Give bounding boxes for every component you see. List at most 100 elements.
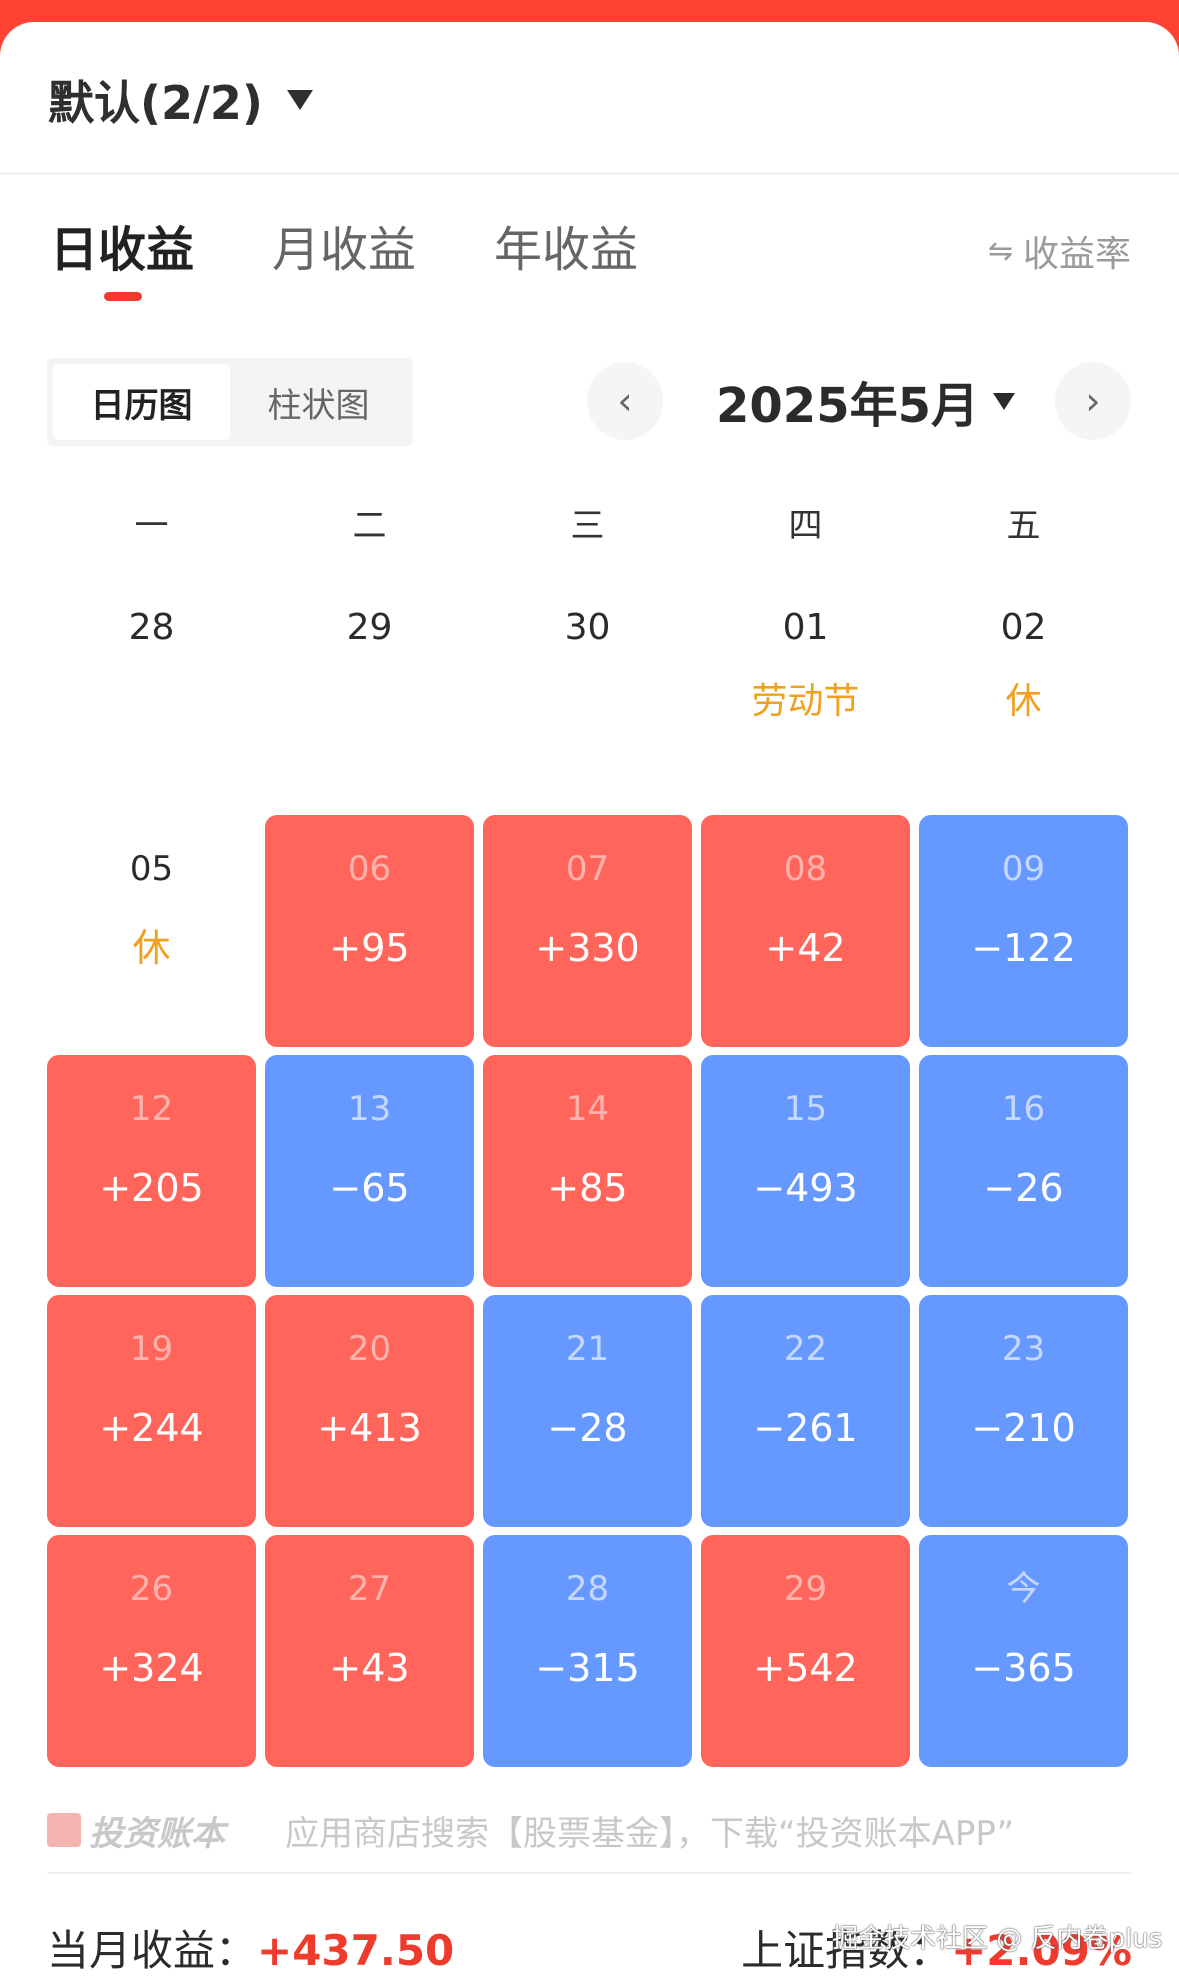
calendar-day[interactable]: 05 休 — [47, 815, 256, 1047]
day-number: 26 — [129, 1569, 174, 1609]
day-pnl: −315 — [535, 1646, 640, 1690]
day-number: 08 — [783, 849, 828, 889]
day-pnl: +85 — [547, 1166, 628, 1210]
holiday-label: 休 — [1005, 681, 1042, 722]
tab-label: 日收益 — [50, 222, 195, 278]
day-pnl: +413 — [317, 1406, 422, 1450]
month-total-value: +437.50 — [257, 1925, 455, 1975]
divider — [47, 1872, 1132, 1874]
divider — [0, 172, 1179, 175]
rate-toggle-label: 收益率 — [1022, 234, 1131, 275]
summary-bar: 当月收益：+437.50 上证指数：+2.09% — [47, 1915, 1132, 1979]
day-number: 15 — [783, 1089, 828, 1129]
day-number: 21 — [565, 1329, 610, 1369]
index-change: 上证指数：+2.09% — [741, 1917, 1132, 1978]
period-tabs: 日收益 月收益 年收益 — [50, 220, 716, 301]
calendar-day-gain[interactable]: 06 +95 — [265, 815, 474, 1047]
weekday-label: 三 — [570, 506, 605, 546]
day-number: 28 — [565, 1569, 610, 1609]
app-logo-icon — [47, 1813, 81, 1847]
day-number: 23 — [1001, 1329, 1046, 1369]
day-pnl: +244 — [99, 1406, 204, 1450]
month-picker[interactable]: 2025年5月 — [716, 370, 1015, 434]
month-title: 2025年5月 — [716, 378, 979, 434]
weekday-label: 一 — [134, 506, 169, 546]
day-number: 20 — [347, 1329, 392, 1369]
calendar-day-gain[interactable]: 12 +205 — [47, 1055, 256, 1287]
day-number: 06 — [347, 849, 392, 889]
day-pnl: +43 — [329, 1646, 410, 1690]
calendar-day[interactable]: 01 劳动节 — [701, 600, 910, 740]
day-number: 14 — [565, 1089, 610, 1129]
calendar-day[interactable]: 29 — [265, 600, 474, 740]
account-name: 默认(2/2) — [48, 76, 263, 130]
calendar-day-loss[interactable]: 22 −261 — [701, 1295, 910, 1527]
calendar-day-today[interactable]: 今 −365 — [919, 1535, 1128, 1767]
month-total-label: 当月收益： — [47, 1925, 258, 1975]
calendar-day-gain[interactable]: 08 +42 — [701, 815, 910, 1047]
calendar-day-gain[interactable]: 20 +413 — [265, 1295, 474, 1527]
day-number: 09 — [1001, 849, 1046, 889]
chevron-right-icon: › — [1085, 379, 1101, 423]
calendar-day[interactable]: 02 休 — [919, 600, 1128, 740]
day-number: 30 — [564, 607, 611, 648]
day-pnl: −365 — [971, 1646, 1076, 1690]
active-tab-indicator — [104, 292, 142, 301]
calendar-day-gain[interactable]: 29 +542 — [701, 1535, 910, 1767]
day-number: 29 — [346, 607, 393, 648]
calendar-day-gain[interactable]: 07 +330 — [483, 815, 692, 1047]
brand-name: 投资账本 — [89, 1813, 225, 1854]
day-pnl: +42 — [765, 926, 846, 970]
day-number: 02 — [1000, 607, 1047, 648]
prev-month-button[interactable]: ‹ — [587, 362, 663, 440]
tab-label: 年收益 — [494, 222, 639, 278]
month-total: 当月收益：+437.50 — [47, 1917, 454, 1978]
tab-monthly[interactable]: 月收益 — [272, 220, 416, 280]
promo-banner[interactable]: 投资账本 应用商店搜索【股票基金】，下载“投资账本APP” — [47, 1800, 1132, 1860]
calendar-day-loss[interactable]: 15 −493 — [701, 1055, 910, 1287]
caret-down-icon — [286, 90, 313, 110]
day-number: 16 — [1001, 1089, 1046, 1129]
view-bar-chart-button[interactable]: 柱状图 — [267, 385, 370, 426]
day-pnl: +324 — [99, 1646, 204, 1690]
calendar-day-loss[interactable]: 23 −210 — [919, 1295, 1128, 1527]
promo-text: 应用商店搜索【股票基金】，下载“投资账本APP” — [285, 1813, 1015, 1854]
weekday-header: 一 二 三 四 五 — [47, 498, 1132, 554]
calendar-day-gain[interactable]: 14 +85 — [483, 1055, 692, 1287]
calendar-week: 12 +205 13 −65 14 +85 15 −493 16 −26 — [47, 1055, 1132, 1287]
next-month-button[interactable]: › — [1055, 362, 1131, 440]
calendar-day-gain[interactable]: 27 +43 — [265, 1535, 474, 1767]
calendar-grid: 05 休 06 +95 07 +330 08 +42 09 −122 12 +205 13 −… — [47, 815, 1132, 1775]
holiday-label: 休 — [132, 926, 171, 970]
day-pnl: −210 — [971, 1406, 1076, 1450]
day-pnl: −26 — [983, 1166, 1064, 1210]
rate-toggle-button[interactable]: ⇋ 收益率 — [988, 225, 1131, 277]
day-pnl: +330 — [535, 926, 640, 970]
weekday-label: 五 — [1006, 506, 1041, 546]
day-number: 05 — [129, 849, 174, 889]
calendar-day[interactable]: 28 — [47, 600, 256, 740]
index-label: 上证指数： — [741, 1925, 952, 1975]
calendar-day-loss[interactable]: 16 −26 — [919, 1055, 1128, 1287]
day-pnl: −65 — [329, 1166, 410, 1210]
day-number: 28 — [128, 607, 175, 648]
calendar-day-loss[interactable]: 09 −122 — [919, 815, 1128, 1047]
calendar-day-gain[interactable]: 19 +244 — [47, 1295, 256, 1527]
calendar-day-loss[interactable]: 21 −28 — [483, 1295, 692, 1527]
day-pnl: −261 — [753, 1406, 858, 1450]
view-calendar-button[interactable]: 日历图 — [53, 364, 230, 440]
calendar-day-gain[interactable]: 26 +324 — [47, 1535, 256, 1767]
account-selector[interactable]: 默认(2/2) — [48, 70, 313, 130]
calendar-week: 28 29 30 01 劳动节 02 休 — [47, 600, 1132, 740]
day-number: 13 — [347, 1089, 392, 1129]
calendar-week: 26 +324 27 +43 28 −315 29 +542 今 −365 — [47, 1535, 1132, 1767]
calendar-day-loss[interactable]: 28 −315 — [483, 1535, 692, 1767]
day-pnl: −493 — [753, 1166, 858, 1210]
tab-daily[interactable]: 日收益 — [50, 220, 195, 301]
calendar-day[interactable]: 30 — [483, 600, 692, 740]
day-pnl: +542 — [753, 1646, 858, 1690]
calendar-day-loss[interactable]: 13 −65 — [265, 1055, 474, 1287]
day-pnl: +205 — [99, 1166, 204, 1210]
tab-yearly[interactable]: 年收益 — [494, 220, 638, 280]
watermark: 掘金技术社区 @ 反内卷plus — [832, 1924, 1163, 1954]
